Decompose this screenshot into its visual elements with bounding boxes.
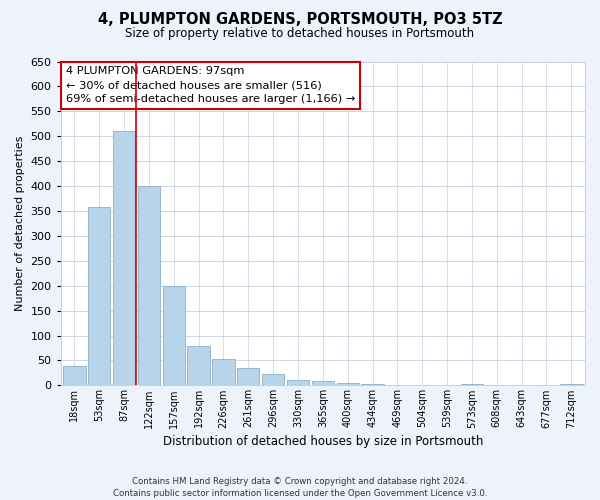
Bar xyxy=(361,384,384,386)
X-axis label: Distribution of detached houses by size in Portsmouth: Distribution of detached houses by size … xyxy=(163,434,483,448)
Bar xyxy=(560,384,583,386)
Bar xyxy=(237,368,259,386)
Bar xyxy=(337,383,359,386)
Bar xyxy=(461,384,483,386)
Bar xyxy=(88,207,110,386)
Text: Size of property relative to detached houses in Portsmouth: Size of property relative to detached ho… xyxy=(125,28,475,40)
Bar xyxy=(63,366,86,386)
Bar xyxy=(163,286,185,386)
Text: 4, PLUMPTON GARDENS, PORTSMOUTH, PO3 5TZ: 4, PLUMPTON GARDENS, PORTSMOUTH, PO3 5TZ xyxy=(98,12,502,28)
Text: Contains HM Land Registry data © Crown copyright and database right 2024.
Contai: Contains HM Land Registry data © Crown c… xyxy=(113,476,487,498)
Bar xyxy=(187,346,210,386)
Text: 4 PLUMPTON GARDENS: 97sqm
← 30% of detached houses are smaller (516)
69% of semi: 4 PLUMPTON GARDENS: 97sqm ← 30% of detac… xyxy=(66,66,355,104)
Bar xyxy=(138,186,160,386)
Bar xyxy=(212,359,235,386)
Bar xyxy=(311,382,334,386)
Bar xyxy=(113,132,135,386)
Bar xyxy=(287,380,309,386)
Bar xyxy=(262,374,284,386)
Y-axis label: Number of detached properties: Number of detached properties xyxy=(15,136,25,311)
